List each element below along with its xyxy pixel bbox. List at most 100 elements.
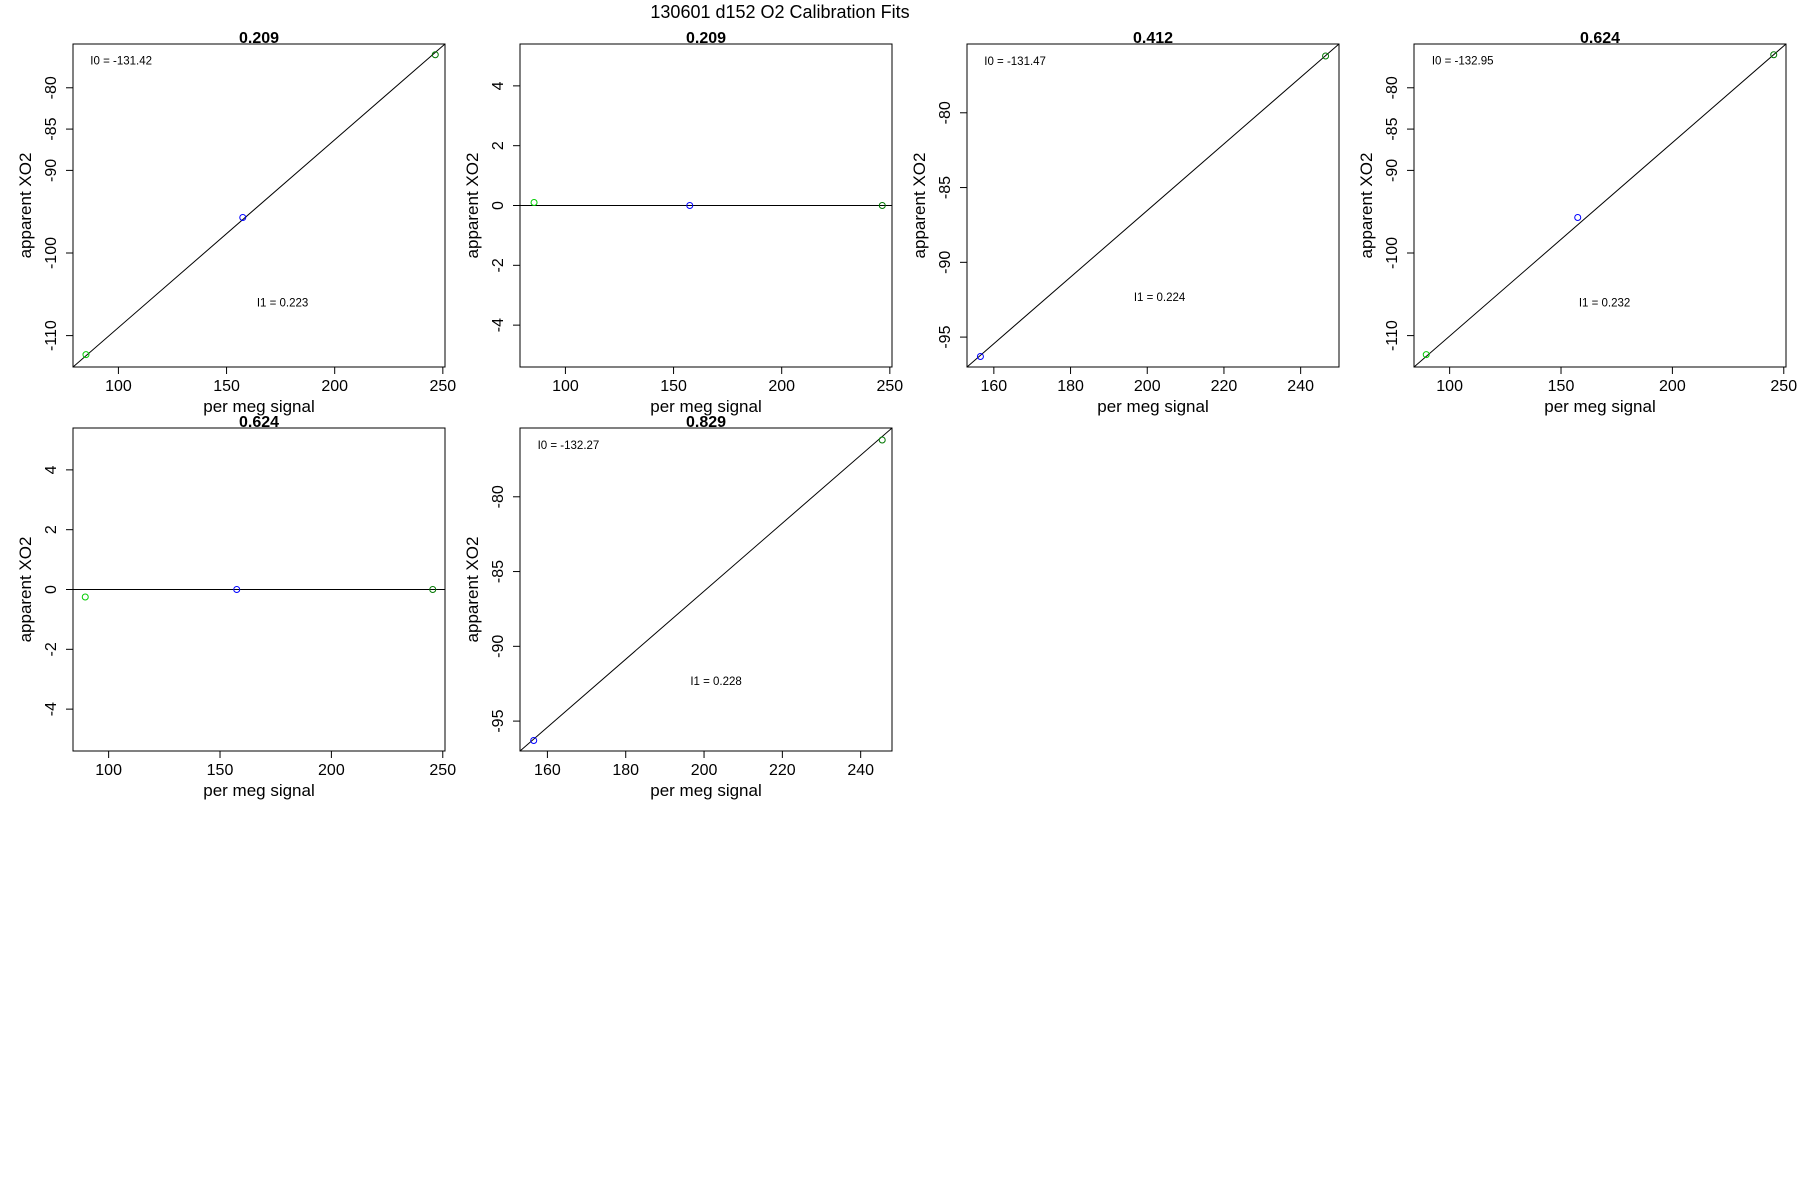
chart-panel-4: 0.624 100 150 200 250 -80 -85 -90 -100 -110 per me… (1357, 30, 1797, 416)
x-tick-label: 200 (1134, 378, 1161, 395)
y-tick-label: -100 (43, 237, 60, 269)
y-axis-label: apparent XO2 (16, 537, 35, 643)
x-tick-label: 150 (207, 762, 234, 779)
x-tick-label: 100 (105, 378, 132, 395)
y-tick-label: -110 (1384, 320, 1401, 351)
fit-annotation: I1 = 0.228 (690, 676, 741, 688)
x-tick-label: 240 (847, 762, 874, 779)
y-axis-label: apparent XO2 (463, 153, 482, 259)
x-axis-label: per meg signal (650, 397, 762, 416)
y-tick-label: 0 (43, 585, 60, 594)
fit-annotation: I0 = -131.42 (90, 56, 152, 68)
y-tick-label: -95 (937, 325, 954, 348)
y-tick-label: 2 (43, 525, 60, 534)
y-tick-label: -85 (43, 117, 60, 140)
data-point-1 (1422, 351, 1430, 359)
figure-title: 130601 d152 O2 Calibration Fits (650, 2, 909, 22)
x-tick-label: 200 (691, 762, 718, 779)
data-point-2 (686, 202, 694, 209)
x-axis-label: per meg signal (203, 397, 315, 416)
fit-line (73, 44, 445, 367)
x-tick-label: 240 (1287, 378, 1314, 395)
data-point-1 (82, 351, 90, 359)
x-tick-label: 150 (1548, 378, 1575, 395)
panel-title: 0.829 (686, 414, 726, 431)
data-point-2 (1322, 52, 1330, 60)
x-axis-label: per meg signal (650, 781, 762, 800)
x-tick-label: 250 (1770, 378, 1797, 395)
data-point-1 (530, 737, 538, 745)
panel-title: 0.209 (686, 30, 726, 47)
y-tick-label: 0 (490, 201, 507, 210)
data-point-1 (530, 199, 538, 207)
fit-annotation: I1 = 0.232 (1579, 298, 1630, 310)
fit-annotation: I0 = -132.27 (538, 440, 600, 452)
x-tick-label: 150 (213, 378, 240, 395)
y-tick-label: -95 (490, 709, 507, 732)
fit-annotation: I0 = -132.95 (1432, 56, 1494, 68)
y-tick-label: -4 (43, 702, 60, 716)
fit-annotation: I1 = 0.224 (1134, 292, 1186, 304)
fit-annotation: I0 = -131.47 (984, 56, 1046, 68)
chart-panel-3: 0.412 160 180 200 220 240 -80 -85 -90 -95 per meg … (910, 30, 1340, 416)
x-tick-label: 100 (95, 762, 122, 779)
y-tick-label: -85 (1384, 117, 1401, 140)
y-axis-label: apparent XO2 (463, 537, 482, 643)
x-axis-label: per meg signal (1544, 397, 1656, 416)
y-tick-label: -110 (43, 320, 60, 351)
x-tick-label: 250 (429, 762, 456, 779)
x-axis-label: per meg signal (1097, 397, 1209, 416)
y-tick-label: -90 (490, 635, 507, 658)
fit-line (520, 428, 892, 751)
y-tick-label: -80 (937, 101, 954, 124)
y-tick-label: -85 (937, 176, 954, 199)
x-tick-label: 220 (1211, 378, 1238, 395)
y-tick-label: -90 (43, 159, 60, 182)
y-tick-label: -2 (43, 642, 60, 656)
y-tick-label: -85 (490, 560, 507, 583)
data-point-3 (431, 51, 439, 59)
x-tick-label: 180 (612, 762, 639, 779)
y-tick-label: -90 (1384, 159, 1401, 182)
y-tick-label: -2 (490, 258, 507, 272)
x-tick-label: 200 (768, 378, 795, 395)
y-tick-label: 4 (43, 465, 60, 474)
chart-panel-6: 0.829 160 180 200 220 240 -80 -85 -90 -95 per meg … (463, 414, 893, 800)
data-point-2 (233, 586, 241, 593)
x-tick-label: 150 (660, 378, 687, 395)
x-tick-label: 220 (769, 762, 796, 779)
data-point-3 (429, 586, 437, 593)
x-tick-label: 200 (318, 762, 345, 779)
y-axis-label: apparent XO2 (1357, 153, 1376, 259)
data-point-1 (81, 593, 89, 601)
x-tick-label: 250 (429, 378, 456, 395)
fit-annotation: I1 = 0.223 (257, 298, 308, 310)
chart-panel-5: 0.624 100 150 200 250 4 2 0 -2 -4 per meg signal ap… (16, 414, 456, 800)
x-tick-label: 200 (321, 378, 348, 395)
y-tick-label: -80 (1384, 76, 1401, 99)
y-tick-label: 2 (490, 141, 507, 150)
panel-title: 0.624 (1580, 30, 1620, 47)
data-point-2 (1574, 213, 1582, 221)
y-tick-label: -100 (1384, 237, 1401, 269)
data-point-2 (239, 213, 247, 221)
chart-panel-1: 0.209 100 150 200 250 -80 -85 -90 -100 -110 per me… (16, 30, 456, 416)
x-tick-label: 250 (876, 378, 903, 395)
y-axis-label: apparent XO2 (910, 153, 929, 259)
y-tick-label: -90 (937, 251, 954, 274)
x-tick-label: 100 (552, 378, 579, 395)
panel-title: 0.412 (1133, 30, 1173, 47)
panel-title: 0.209 (239, 30, 279, 47)
chart-panel-2: 0.209 100 150 200 250 4 2 0 -2 -4 per meg signal ap… (463, 30, 903, 416)
y-tick-label: -4 (490, 318, 507, 332)
data-point-3 (1770, 51, 1778, 59)
x-axis-label: per meg signal (203, 781, 315, 800)
x-tick-label: 200 (1659, 378, 1686, 395)
x-tick-label: 180 (1057, 378, 1084, 395)
x-tick-label: 160 (534, 762, 561, 779)
x-tick-label: 100 (1436, 378, 1463, 395)
y-tick-label: -80 (43, 76, 60, 99)
data-point-1 (976, 353, 984, 361)
data-point-3 (878, 202, 886, 209)
